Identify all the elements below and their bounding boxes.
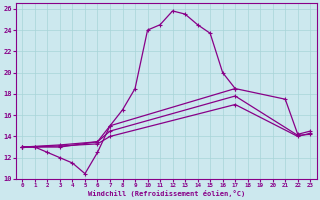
X-axis label: Windchill (Refroidissement éolien,°C): Windchill (Refroidissement éolien,°C) — [88, 190, 245, 197]
